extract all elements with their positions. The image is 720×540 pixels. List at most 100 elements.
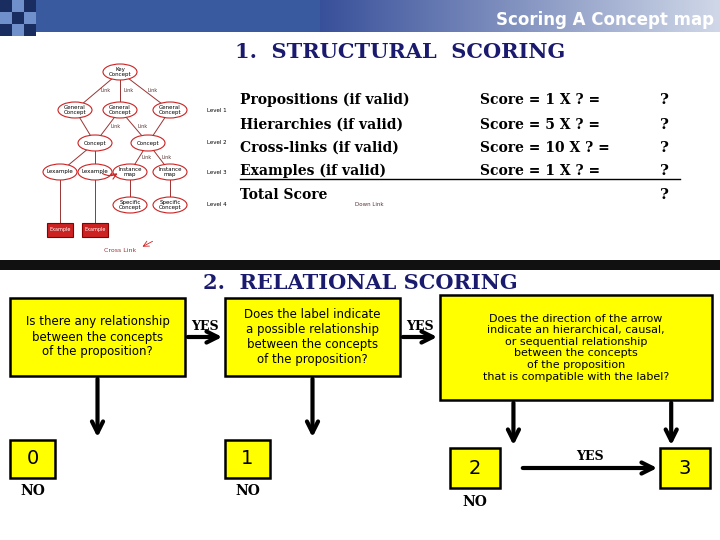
Bar bbox=[398, 0, 399, 32]
Bar bbox=[712, 0, 713, 32]
Text: 1: 1 bbox=[241, 449, 253, 469]
Bar bbox=[617, 0, 618, 32]
Bar bbox=[679, 0, 680, 32]
Text: YES: YES bbox=[406, 321, 434, 334]
Bar bbox=[502, 0, 503, 32]
Bar bbox=[355, 0, 356, 32]
Ellipse shape bbox=[78, 135, 112, 151]
Bar bbox=[594, 0, 595, 32]
Text: Down Link: Down Link bbox=[355, 202, 384, 207]
Bar bbox=[708, 0, 709, 32]
Bar bbox=[495, 0, 496, 32]
Bar bbox=[525, 0, 526, 32]
Bar bbox=[557, 0, 558, 32]
Bar bbox=[623, 0, 624, 32]
Bar bbox=[404, 0, 405, 32]
Bar bbox=[438, 0, 439, 32]
Bar bbox=[545, 0, 546, 32]
Bar bbox=[624, 0, 625, 32]
Text: NO: NO bbox=[20, 484, 45, 498]
Bar bbox=[424, 0, 425, 32]
Bar bbox=[523, 0, 524, 32]
Bar bbox=[382, 0, 383, 32]
Bar bbox=[373, 0, 374, 32]
Bar bbox=[24, 0, 36, 12]
Bar bbox=[442, 0, 443, 32]
Bar bbox=[24, 12, 36, 24]
Bar bbox=[389, 0, 390, 32]
Bar bbox=[400, 0, 401, 32]
Bar bbox=[642, 0, 643, 32]
Bar bbox=[714, 0, 715, 32]
Bar bbox=[554, 0, 555, 32]
Bar bbox=[422, 0, 423, 32]
Bar bbox=[561, 0, 562, 32]
Bar bbox=[376, 0, 377, 32]
Bar bbox=[489, 0, 490, 32]
Bar bbox=[634, 0, 635, 32]
Bar bbox=[600, 0, 601, 32]
Bar bbox=[649, 0, 650, 32]
Bar bbox=[698, 0, 699, 32]
Bar bbox=[547, 0, 548, 32]
Bar bbox=[456, 0, 457, 32]
Text: Does the label indicate
a possible relationship
between the concepts
of the prop: Does the label indicate a possible relat… bbox=[244, 308, 381, 366]
Bar bbox=[337, 0, 338, 32]
Bar bbox=[352, 0, 353, 32]
Bar bbox=[505, 0, 506, 32]
Bar bbox=[638, 0, 639, 32]
Bar bbox=[465, 0, 466, 32]
Bar bbox=[436, 0, 437, 32]
Bar bbox=[652, 0, 653, 32]
Bar bbox=[450, 448, 500, 488]
Bar bbox=[645, 0, 646, 32]
Bar bbox=[328, 0, 329, 32]
Bar bbox=[361, 0, 362, 32]
Bar bbox=[626, 0, 627, 32]
Bar bbox=[498, 0, 499, 32]
Bar bbox=[388, 0, 389, 32]
Bar bbox=[12, 24, 24, 36]
Bar bbox=[486, 0, 487, 32]
Bar bbox=[357, 0, 358, 32]
Bar bbox=[349, 0, 350, 32]
Bar bbox=[582, 0, 583, 32]
Bar bbox=[665, 0, 666, 32]
Bar bbox=[490, 0, 491, 32]
Bar bbox=[375, 0, 376, 32]
Bar bbox=[343, 0, 344, 32]
Bar bbox=[504, 0, 505, 32]
Bar bbox=[497, 0, 498, 32]
Bar bbox=[471, 0, 472, 32]
Bar bbox=[332, 0, 333, 32]
Bar bbox=[512, 0, 513, 32]
Bar bbox=[538, 0, 539, 32]
Bar bbox=[325, 0, 326, 32]
Bar bbox=[528, 0, 529, 32]
Bar bbox=[381, 0, 382, 32]
Text: Link: Link bbox=[123, 89, 133, 93]
Bar bbox=[524, 0, 525, 32]
Bar bbox=[511, 0, 512, 32]
Text: Level 2: Level 2 bbox=[207, 140, 227, 145]
Bar bbox=[640, 0, 641, 32]
Bar bbox=[494, 0, 495, 32]
Bar bbox=[535, 0, 536, 32]
Bar bbox=[632, 0, 633, 32]
Bar bbox=[618, 0, 619, 32]
Bar bbox=[559, 0, 560, 32]
Ellipse shape bbox=[113, 197, 147, 213]
Text: General
Concept: General Concept bbox=[63, 105, 86, 116]
Bar bbox=[672, 0, 673, 32]
Bar bbox=[546, 0, 547, 32]
Bar bbox=[347, 0, 348, 32]
Bar bbox=[493, 0, 494, 32]
Bar bbox=[225, 298, 400, 376]
Bar bbox=[583, 0, 584, 32]
Text: Level 1: Level 1 bbox=[207, 107, 227, 112]
Ellipse shape bbox=[113, 164, 147, 180]
Bar bbox=[641, 0, 642, 32]
Bar bbox=[718, 0, 719, 32]
Text: Cross-links (if valid): Cross-links (if valid) bbox=[240, 141, 399, 155]
Bar bbox=[430, 0, 431, 32]
